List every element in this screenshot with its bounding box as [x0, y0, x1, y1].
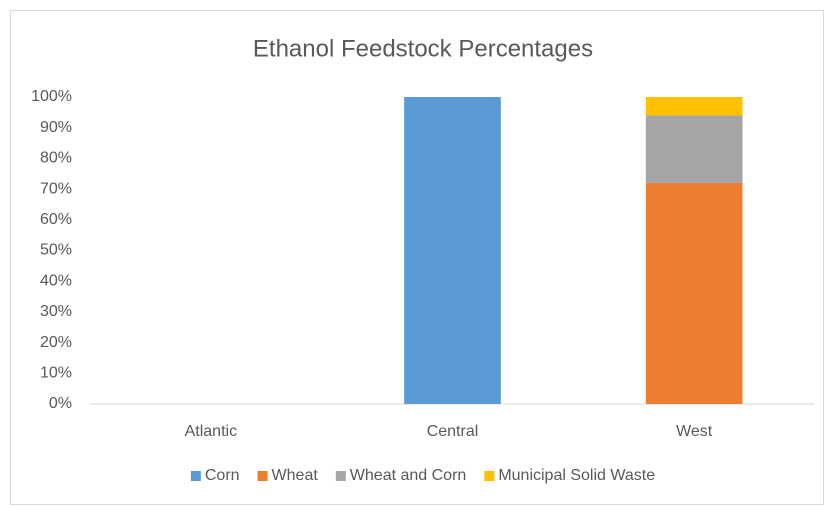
y-tick-label: 80%	[40, 150, 72, 167]
bar-segment	[645, 182, 743, 404]
y-tick-label: 70%	[40, 180, 72, 197]
legend-swatch	[484, 471, 495, 481]
y-tick-label: 40%	[40, 272, 72, 289]
chart-title: Ethanol Feedstock Percentages	[253, 35, 593, 62]
legend-swatch	[257, 471, 268, 481]
legend-swatch	[190, 471, 201, 481]
y-tick-label: 10%	[40, 365, 72, 382]
bar-segment	[404, 97, 501, 404]
x-tick-label: West	[676, 423, 713, 440]
legend-label: Wheat	[272, 467, 319, 484]
y-tick-label: 60%	[40, 211, 72, 228]
y-tick-label: 30%	[40, 303, 72, 320]
legend-label: Wheat and Corn	[350, 467, 467, 484]
x-tick-label: Atlantic	[185, 423, 237, 440]
legend-label: Municipal Solid Waste	[498, 467, 655, 484]
y-tick-label: 50%	[40, 242, 72, 259]
y-tick-label: 90%	[40, 119, 72, 136]
x-tick-label: Central	[427, 423, 479, 440]
y-tick-label: 0%	[49, 395, 72, 412]
bar-segment	[645, 115, 743, 183]
y-tick-label: 100%	[31, 88, 72, 105]
y-tick-label: 20%	[40, 334, 72, 351]
bar-segment	[645, 97, 743, 116]
legend-swatch	[335, 471, 346, 481]
legend-label: Corn	[205, 467, 240, 484]
